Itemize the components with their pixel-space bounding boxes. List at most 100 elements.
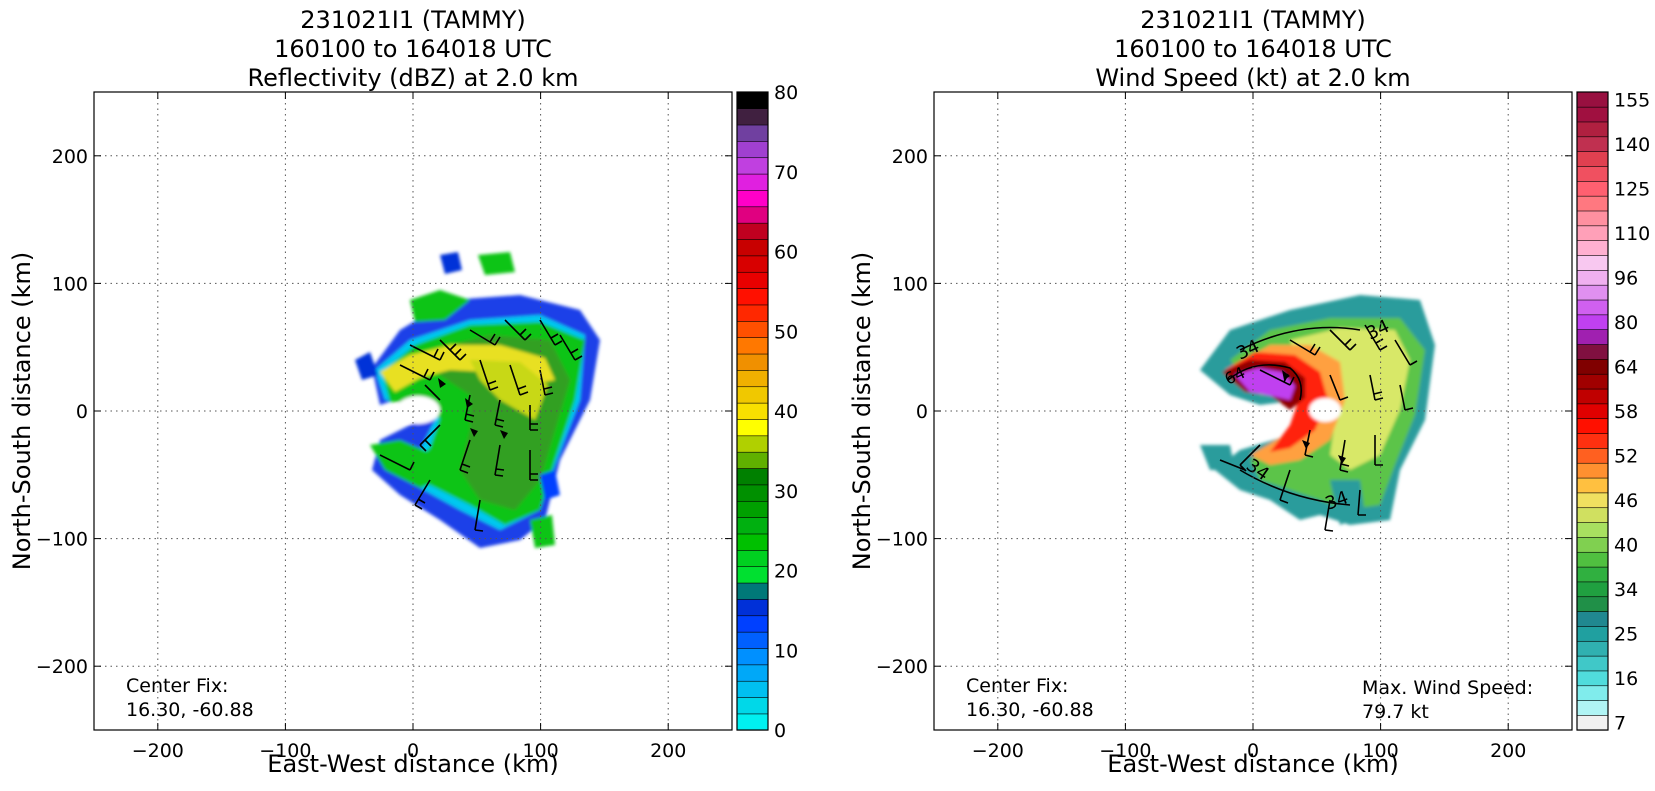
colorbar-swatch [1576,640,1609,657]
x-tick-label: 200 [1490,740,1526,762]
colorbar-frame [1576,91,1609,731]
wind-contours [1227,326,1361,506]
y-tick-label: −200 [36,656,88,678]
x-axis-label: East-West distance (km) [1107,750,1398,778]
chart-title-line-3: Wind Speed (kt) at 2.0 km [1095,64,1410,92]
colorbar-swatch [1576,714,1609,731]
colorbar-tick-label: 40 [774,401,798,423]
reflectivity-colorbar: 0 10 20 30 40 50 60 70 80 [736,82,798,742]
colorbar-swatch [1576,477,1609,494]
colorbar-tick-label: 46 [1614,490,1638,512]
colorbar-swatch [1576,121,1609,138]
colorbar-swatch [1576,551,1609,568]
colorbar-swatch [736,713,769,731]
max-wind-speed-value: 79.7 kt [1362,701,1429,723]
y-tick-label: 100 [892,273,928,295]
wind-speed-panel: 231021I1 (TAMMY) 160100 to 164018 UTC Wi… [848,6,1650,778]
colorbar-swatch [1576,566,1609,583]
colorbar-tick-label: 10 [774,640,798,662]
colorbar-swatch [1576,521,1609,538]
refl-band-north-2 [478,252,515,275]
max-wind-speed-label: Max. Wind Speed: [1362,677,1533,699]
y-tick-label: 100 [52,273,88,295]
refl-band-south [370,440,445,488]
colorbar-swatch [1576,462,1609,479]
colorbar-swatch [1576,373,1609,390]
colorbar-tick-label: 60 [774,242,798,264]
colorbar-swatch [736,533,769,551]
y-tick-label: 200 [892,146,928,168]
colorbar-swatch [1576,269,1609,286]
colorbar-swatch [736,435,769,453]
colorbar-swatch [1576,418,1609,434]
colorbar-tick-label: 34 [1614,579,1638,601]
colorbar-swatch [736,173,769,191]
colorbar-frame [736,91,769,731]
x-tick-label: −200 [972,740,1024,762]
refl-band-yellow [380,345,555,392]
colorbar-swatch [736,615,769,633]
colorbar-tick-label: 52 [1614,446,1638,468]
y-axis-label: North-South distance (km) [848,252,876,571]
colorbar-swatch [1576,611,1609,627]
colorbar-tick-label: 64 [1614,356,1638,378]
wind-speed-field: 34 34 64 34 34 [1200,295,1435,532]
wind-speed-grid [934,92,1572,730]
y-tick-label: 0 [916,401,928,423]
x-axis-label: East-West distance (km) [267,750,558,778]
colorbar-tick-label: 70 [774,162,798,184]
refl-barb-flags [438,378,508,439]
reflectivity-ticks: −200 −100 0 100 200 −200 −100 0 100 200 [36,92,732,762]
colorbar-swatch [736,418,769,437]
colorbar-swatch [1576,655,1609,672]
colorbar-swatch [1576,596,1609,612]
colorbar-swatch [736,140,769,159]
colorbar-swatch [736,369,769,388]
colorbar-swatch [1576,388,1609,405]
colorbar-swatch [1576,403,1609,420]
colorbar-tick-label: 50 [774,321,798,343]
colorbar-swatch [736,566,769,584]
colorbar-swatch [736,255,769,273]
colorbar-swatch [1576,358,1609,375]
refl-eye [396,396,440,424]
colorbar-swatch [1576,91,1609,108]
colorbar-swatch [736,582,769,600]
refl-band-tail [530,515,555,548]
colorbar-swatch [1576,151,1609,167]
center-fix-value: 16.30, -60.88 [966,699,1094,721]
colorbar-swatch [1576,507,1609,523]
colorbar-swatch [1576,432,1609,449]
colorbar-tick-label: 125 [1614,178,1650,200]
colorbar-swatch [736,108,769,126]
colorbar-swatch [736,664,769,682]
x-tick-label: 200 [650,740,686,762]
center-fix-label: Center Fix: [126,675,228,697]
colorbar-swatch [736,304,769,322]
colorbar-tick-label: 58 [1614,401,1638,423]
colorbar-swatch [1576,210,1609,227]
colorbar-swatch [736,549,769,568]
colorbar-tick-label: 80 [1614,312,1638,334]
colorbar-swatch [736,467,769,486]
y-tick-label: 0 [76,401,88,423]
colorbar-swatch [1576,299,1609,316]
colorbar-swatch [736,484,769,502]
colorbar-swatch [1576,625,1609,642]
colorbar-tick-label: 20 [774,561,798,583]
colorbar-swatch [1576,106,1609,123]
y-tick-label: −100 [36,529,88,551]
colorbar-swatch [736,696,769,715]
colorbar-swatch [736,631,769,649]
x-tick-label: 100 [1362,740,1398,762]
colorbar-swatch [736,124,769,142]
refl-band-yellow-2 [470,360,548,420]
colorbar-swatch [736,647,769,666]
colorbar-tick-label: 0 [774,720,786,742]
refl-blue-patch-south [540,470,560,500]
colorbar-swatch [736,386,769,404]
colorbar-swatch [1576,136,1609,152]
colorbar-tick-label: 96 [1614,267,1638,289]
refl-blue-patch-west [355,352,378,380]
